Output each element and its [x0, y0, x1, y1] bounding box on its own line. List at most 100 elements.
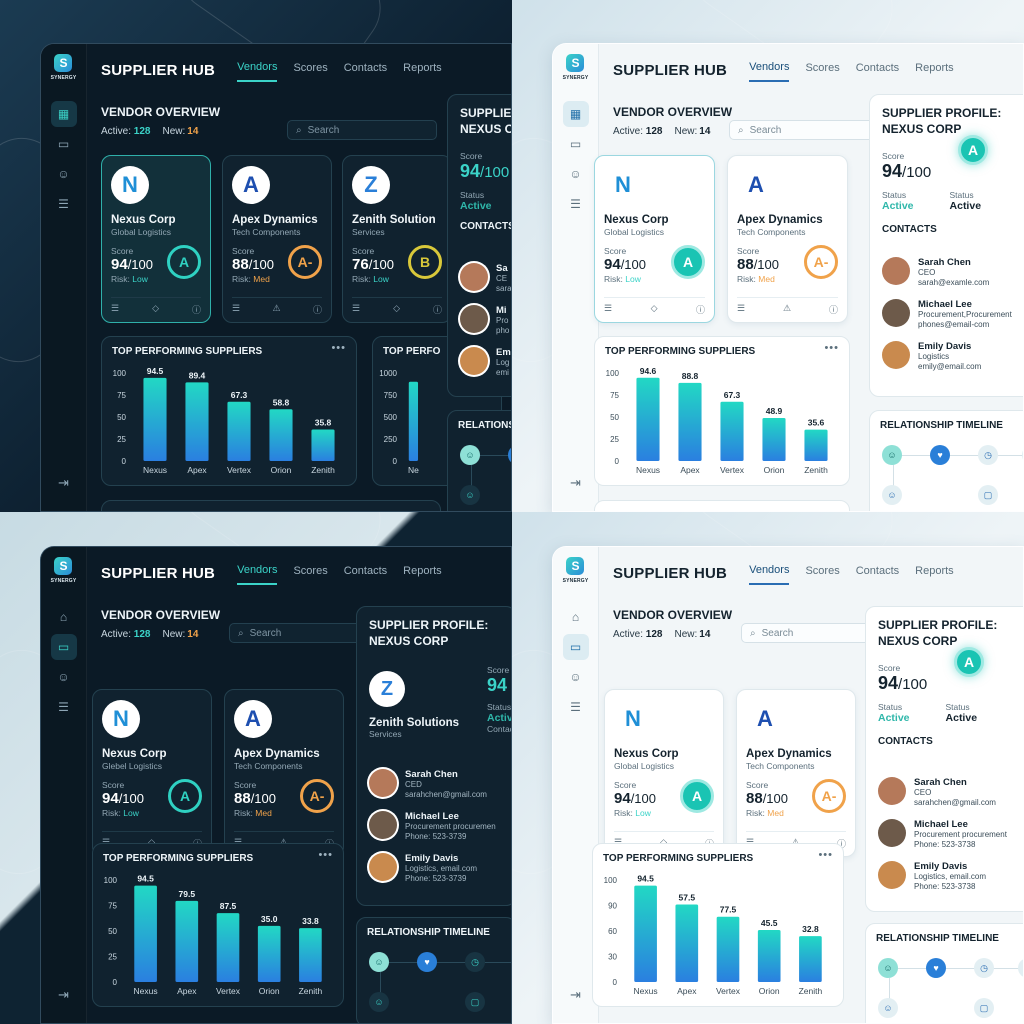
vendor-card[interactable]: A Apex Dynamics Tech Components Score 88/100…	[727, 155, 848, 323]
tab-scores[interactable]: Scores	[293, 565, 328, 577]
more-options-icon[interactable]: •••	[331, 342, 346, 354]
heart-icon[interactable]: ♥	[926, 958, 946, 978]
contact-row[interactable]: Michael Lee Procurement,Procurement phones…	[882, 298, 1023, 331]
users-icon[interactable]: ☺	[569, 670, 582, 684]
contact-email[interactable]: pho	[496, 326, 510, 336]
contact-row[interactable]: Sarah Chen CEO sarah@examle.com	[882, 257, 1023, 289]
search-input[interactable]: ⌕ Search	[287, 120, 437, 140]
tab-vendors[interactable]: Vendors	[749, 58, 790, 82]
warning-icon[interactable]: ⚠	[782, 303, 792, 313]
logout-icon[interactable]: ⇥	[58, 475, 69, 490]
grid-icon[interactable]: ▦	[562, 101, 589, 127]
info-icon[interactable]: ⓘ	[695, 305, 705, 315]
contact-row[interactable]: Michael Lee Procurement procuremen Phone: …	[369, 810, 509, 843]
bar-vertex[interactable]	[227, 401, 251, 461]
contact-email[interactable]: Phone: 523-3738	[914, 881, 976, 891]
tab-contacts[interactable]: Contacts	[343, 565, 388, 577]
chat-icon[interactable]: ▢	[974, 998, 994, 1018]
heart-icon[interactable]: ♥	[508, 445, 511, 465]
more-options-icon[interactable]: •••	[318, 849, 333, 861]
list-icon[interactable]: ☰	[746, 837, 755, 847]
logout-icon[interactable]: ⇥	[570, 987, 581, 1002]
contact-row[interactable]: Sarah Chen CED sarahchen@gmail.com	[369, 769, 509, 801]
grid-icon[interactable]: ▦	[50, 101, 77, 127]
info-icon[interactable]: ⓘ	[191, 305, 201, 315]
bar-orion[interactable]	[762, 417, 786, 461]
clock-icon[interactable]: ◷	[978, 445, 998, 465]
list-icon[interactable]: ☰	[614, 837, 623, 847]
document-icon[interactable]: ☰	[570, 197, 581, 211]
calendar-icon[interactable]: ▤	[1022, 445, 1023, 465]
bar-orion[interactable]	[257, 925, 281, 982]
tab-contacts[interactable]: Contacts	[855, 62, 900, 74]
users-icon[interactable]: ☺	[369, 952, 389, 972]
vendor-card[interactable]: A Apex Dynamics Tech Components Score 88/100…	[224, 689, 344, 857]
bar-orion[interactable]	[757, 929, 781, 982]
users-icon[interactable]: ☺	[369, 992, 389, 1012]
tab-vendors[interactable]: Vendors	[749, 561, 790, 585]
bar-ne[interactable]	[408, 381, 419, 461]
bar-zenith[interactable]	[311, 429, 335, 461]
contact-row[interactable]: Sarah Chen CEO sarahchen@gmail.com	[878, 777, 1023, 809]
home-icon[interactable]: ⌂	[59, 610, 68, 624]
contact-row[interactable]: Emily Davis Logistics, email.com Phone: 52…	[878, 860, 1023, 893]
document-icon[interactable]: ☰	[58, 197, 69, 211]
bar-vertex[interactable]	[716, 916, 740, 982]
bar-apex[interactable]	[175, 900, 199, 982]
more-options-icon[interactable]: •••	[824, 342, 839, 354]
search-input[interactable]: ⌕ Search	[229, 623, 379, 643]
shield-icon[interactable]: ◇	[660, 837, 667, 847]
warning-icon[interactable]: ⚠	[279, 837, 288, 847]
vendor-card[interactable]: N Nexus Corp Global Logistics Score 94/100 Ri…	[594, 155, 715, 323]
logout-icon[interactable]: ⇥	[58, 987, 69, 1002]
contact-email[interactable]: sarahchen@gmail.com	[405, 790, 487, 800]
info-icon[interactable]: ⓘ	[828, 305, 838, 315]
tab-scores[interactable]: Scores	[293, 62, 328, 74]
users-icon[interactable]: ☺	[460, 445, 480, 465]
home-icon[interactable]: ⌂	[571, 610, 580, 624]
users-icon[interactable]: ☺	[460, 485, 480, 505]
contact-email[interactable]: sarahchen@gmail.com	[914, 798, 996, 808]
clock-icon[interactable]: ◷	[465, 952, 485, 972]
tab-contacts[interactable]: Contacts	[343, 62, 388, 74]
bar-vertex[interactable]	[216, 913, 240, 982]
bar-apex[interactable]	[675, 904, 699, 982]
contact-email[interactable]: phones@email-com	[918, 320, 990, 330]
users-icon[interactable]: ☺	[882, 445, 902, 465]
clock-icon[interactable]: ◷	[974, 958, 994, 978]
more-options-icon[interactable]: •••	[818, 849, 833, 861]
heart-icon[interactable]: ♥	[930, 445, 950, 465]
vendor-card[interactable]: N Nexus Corp Global Logistics Score 94/100 Ri…	[604, 689, 724, 857]
contact-email[interactable]: sarah@examle.com	[918, 278, 990, 288]
bar-nexus[interactable]	[636, 377, 660, 461]
tab-scores[interactable]: Scores	[805, 62, 840, 74]
chat-icon[interactable]: ▢	[465, 992, 485, 1012]
search-input[interactable]: ⌕ Search	[729, 120, 879, 140]
vendor-card[interactable]: A Apex Dynamics Tech Components Score 88/100…	[222, 155, 332, 323]
chat-icon[interactable]: ▢	[978, 485, 998, 505]
bar-zenith[interactable]	[804, 429, 828, 461]
bar-nexus[interactable]	[143, 377, 167, 461]
vendor-card[interactable]: A Apex Dynamics Tech Components Score 88/100…	[736, 689, 856, 857]
contact-email[interactable]: Phone: 523-3738	[914, 840, 976, 850]
list-icon[interactable]: ☰	[111, 303, 120, 313]
contact-email[interactable]: sara	[496, 284, 512, 294]
calendar-icon[interactable]: ▤	[1018, 958, 1023, 978]
bar-zenith[interactable]	[799, 936, 822, 982]
vendor-card[interactable]: Z Zenith Solution Services Score 76/100 Risk:…	[342, 155, 452, 323]
contact-row[interactable]: Emily Davis Logistics, email.com Phone: 52…	[369, 852, 509, 885]
contact-row[interactable]: Sa CE sara	[460, 263, 512, 295]
shield-icon[interactable]: ◇	[393, 303, 400, 313]
tab-reports[interactable]: Reports	[915, 565, 954, 577]
tab-reports[interactable]: Reports	[403, 62, 442, 74]
tab-reports[interactable]: Reports	[403, 565, 442, 577]
tab-contacts[interactable]: Contacts	[855, 565, 900, 577]
tab-vendors[interactable]: Vendors	[237, 561, 278, 585]
bar-vertex[interactable]	[720, 401, 744, 461]
folder-icon[interactable]: ▭	[562, 634, 589, 660]
heart-icon[interactable]: ♥	[417, 952, 437, 972]
list-icon[interactable]: ☰	[737, 303, 746, 313]
contact-row[interactable]: Em Log emi	[460, 346, 511, 379]
users-icon[interactable]: ☺	[569, 167, 582, 181]
contact-email[interactable]: Phone: 523-3739	[405, 873, 467, 883]
